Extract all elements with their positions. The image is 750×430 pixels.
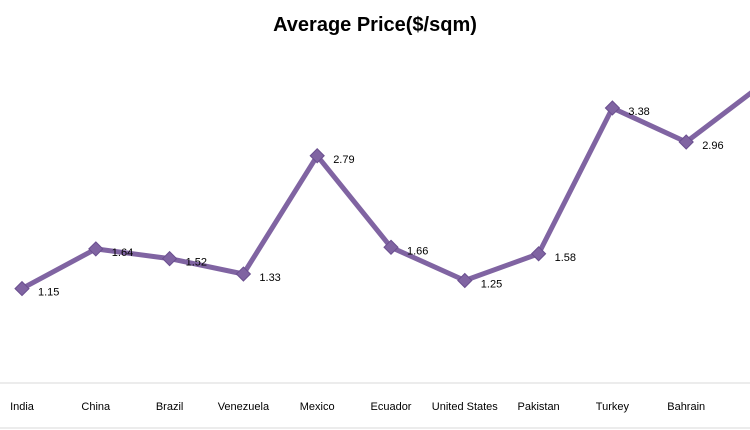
category-label: Turkey [596,401,630,413]
data-label: 1.64 [112,247,133,259]
category-label: China [81,401,111,413]
data-label: 3.38 [628,106,649,118]
category-labels: India China Brazil Venezuela Mexico Ecuador Un… [10,401,705,413]
data-label: 2.96 [702,140,723,152]
chart-title: Average Price($/sqm) [273,14,477,36]
category-label: Venezuela [218,401,270,413]
data-point-marker [530,246,547,262]
data-label: 1.66 [407,245,428,257]
category-label: Brazil [156,401,184,413]
data-point-marker [309,148,325,164]
data-point-marker [235,266,252,282]
category-label: India [10,401,35,413]
data-point-marker [14,280,30,297]
category-label: Ecuador [371,401,412,413]
category-label: Bahrain [667,401,705,413]
data-label: 1.25 [481,279,502,291]
label-group: 1.15 1.64 1.52 1.33 2.79 1.66 1.25 1.58 3.38 2.96 [38,106,724,299]
data-point-marker [88,241,104,257]
category-label: Pakistan [517,401,559,413]
data-point-marker [383,239,399,255]
data-label: 1.15 [38,287,59,299]
data-label: 2.79 [333,154,354,166]
data-point-marker [457,272,473,289]
data-label: 1.33 [259,272,280,284]
data-point-marker [161,250,178,267]
data-point-marker [604,100,621,116]
category-label: Mexico [300,401,335,413]
category-label: United States [432,401,499,413]
data-label: 1.58 [555,252,576,264]
data-label: 1.52 [186,257,207,269]
data-point-marker [678,134,694,150]
series-group [14,90,750,297]
